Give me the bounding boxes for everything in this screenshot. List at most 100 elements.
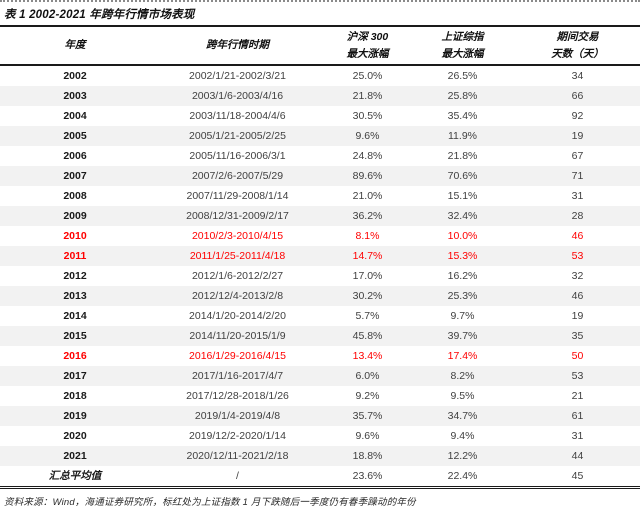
header-row: 年度 跨年行情时期 沪深 300 最大涨幅 上证综指 最大涨幅 期间交易 天数（…: [0, 27, 640, 66]
cell-szzz-gain: 32.4%: [447, 210, 478, 222]
cell-year: 2014: [63, 310, 87, 322]
cell-hs300-gain: 36.2%: [352, 210, 383, 222]
cell-period: 2003/1/6-2003/4/16: [191, 90, 284, 102]
cell-year: 2007: [63, 170, 87, 182]
cell-szzz-gain: 10.0%: [447, 230, 478, 242]
table-title: 表 1 2002-2021 年跨年行情市场表现: [4, 9, 195, 21]
cell-year: 2006: [63, 150, 87, 162]
cell-szzz-gain: 9.5%: [450, 390, 475, 402]
cell-period: 2011/1/25-2011/4/18: [189, 250, 286, 262]
cell-trading-days: 53: [571, 250, 584, 262]
cell-hs300-gain: 89.6%: [352, 170, 383, 182]
table-row: 2020 2019/12/2-2020/1/14 9.6% 9.4% 31: [0, 426, 640, 446]
cell-szzz-gain: 11.9%: [448, 130, 477, 142]
cell-hs300-gain: 5.7%: [355, 310, 380, 322]
cell-trading-days: 21: [571, 390, 584, 402]
cell-trading-days: 19: [571, 310, 584, 322]
cell-trading-days: 53: [571, 370, 584, 382]
table-row: 2018 2017/12/28-2018/1/26 9.2% 9.5% 21: [0, 386, 640, 406]
cell-trading-days: 50: [571, 350, 584, 362]
table-row: 2017 2017/1/16-2017/4/7 6.0% 8.2% 53: [0, 366, 640, 386]
header-hs300-line1: 沪深 300: [346, 30, 389, 43]
cell-hs300-gain: 23.6%: [352, 470, 383, 482]
header-period-label: 跨年行情时期: [206, 39, 269, 51]
table-row: 2019 2019/1/4-2019/4/8 35.7% 34.7% 61: [0, 406, 640, 426]
header-hs300: 沪深 300 最大涨幅: [325, 27, 410, 66]
cell-hs300-gain: 24.8%: [352, 150, 383, 162]
table-row: 2014 2014/1/20-2014/2/20 5.7% 9.7% 19: [0, 306, 640, 326]
cell-period: 2014/1/20-2014/2/20: [189, 310, 286, 322]
table-row: 2013 2012/12/4-2013/2/8 30.2% 25.3% 46: [0, 286, 640, 306]
cell-szzz-gain: 9.4%: [450, 430, 475, 442]
header-year-label: 年度: [64, 39, 86, 51]
cell-period: 2012/1/6-2012/2/27: [191, 270, 284, 282]
cell-year: 2011: [63, 250, 87, 262]
cell-period: 2012/12/4-2013/2/8: [191, 290, 284, 302]
cell-szzz-gain: 15.3%: [447, 250, 478, 262]
cell-hs300-gain: 9.2%: [355, 390, 380, 402]
cell-trading-days: 67: [571, 150, 584, 162]
cell-period: 2002/1/21-2002/3/21: [189, 70, 286, 82]
cell-trading-days: 19: [571, 130, 584, 142]
table-row: 2008 2007/11/29-2008/1/14 21.0% 15.1% 31: [0, 186, 640, 206]
cell-trading-days: 92: [571, 110, 584, 122]
table-row: 2009 2008/12/31-2009/2/17 36.2% 32.4% 28: [0, 206, 640, 226]
cell-szzz-gain: 22.4%: [447, 470, 478, 482]
cell-hs300-gain: 30.2%: [352, 290, 383, 302]
cell-hs300-gain: 14.7%: [352, 250, 383, 262]
cell-szzz-gain: 35.4%: [447, 110, 478, 122]
cell-period: 2005/11/16-2006/3/1: [189, 150, 286, 162]
cell-year: 2008: [63, 190, 87, 202]
table-row: 2021 2020/12/11-2021/2/18 18.8% 12.2% 44: [0, 446, 640, 466]
cell-szzz-gain: 12.2%: [447, 450, 478, 462]
cell-year: 2015: [63, 330, 87, 342]
cell-period: 2014/11/20-2015/1/9: [189, 330, 286, 342]
source-note: 资料来源：Wind，海通证券研究所，标红处为上证指数 1 月下跌随后一季度仍有春…: [4, 497, 416, 507]
cell-hs300-gain: 9.6%: [355, 430, 380, 442]
table-body: 2002 2002/1/21-2002/3/21 25.0% 26.5% 34 …: [0, 65, 640, 488]
cell-period: 2007/2/6-2007/5/29: [191, 170, 284, 182]
cell-hs300-gain: 25.0%: [352, 70, 383, 82]
cell-period: 2007/11/29-2008/1/14: [186, 190, 289, 202]
title-rule: [0, 25, 640, 27]
cell-hs300-gain: 8.1%: [355, 230, 380, 242]
cell-hs300-gain: 21.0%: [352, 190, 383, 202]
cell-period: 2017/12/28-2018/1/26: [186, 390, 289, 402]
cell-period: 2020/12/11-2021/2/18: [186, 450, 289, 462]
cell-szzz-gain: 9.7%: [450, 310, 475, 322]
cell-trading-days: 28: [571, 210, 584, 222]
cell-trading-days: 45: [571, 470, 584, 482]
table-row: 汇总平均值 / 23.6% 22.4% 45: [0, 466, 640, 488]
cell-year: 2010: [63, 230, 87, 242]
cell-szzz-gain: 15.1%: [447, 190, 478, 202]
cell-year: 汇总平均值: [48, 470, 102, 482]
cell-trading-days: 44: [571, 450, 584, 462]
cell-hs300-gain: 6.0%: [355, 370, 380, 382]
cell-period: 2010/2/3-2010/4/15: [191, 230, 284, 242]
cell-period: 2016/1/29-2016/4/15: [189, 350, 286, 362]
table-row: 2011 2011/1/25-2011/4/18 14.7% 15.3% 53: [0, 246, 640, 266]
cell-trading-days: 34: [571, 70, 584, 82]
cell-year: 2017: [63, 370, 87, 382]
header-days-line1: 期间交易: [556, 30, 599, 43]
cell-year: 2016: [63, 350, 87, 362]
cell-hs300-gain: 17.0%: [352, 270, 383, 282]
table-row: 2002 2002/1/21-2002/3/21 25.0% 26.5% 34: [0, 65, 640, 86]
cell-trading-days: 31: [571, 430, 584, 442]
cell-trading-days: 61: [571, 410, 584, 422]
cell-szzz-gain: 8.2%: [450, 370, 475, 382]
cell-period: 2017/1/16-2017/4/7: [191, 370, 284, 382]
cell-period: 2019/12/2-2020/1/14: [189, 430, 286, 442]
cell-year: 2018: [63, 390, 87, 402]
cell-year: 2021: [63, 450, 87, 462]
cell-hs300-gain: 35.7%: [352, 410, 383, 422]
cell-hs300-gain: 30.5%: [352, 110, 383, 122]
table-row: 2005 2005/1/21-2005/2/25 9.6% 11.9% 19: [0, 126, 640, 146]
table-header: 年度 跨年行情时期 沪深 300 最大涨幅 上证综指 最大涨幅 期间交易 天数（…: [0, 27, 640, 66]
cell-trading-days: 46: [571, 230, 584, 242]
cell-szzz-gain: 16.2%: [447, 270, 478, 282]
cell-trading-days: 32: [571, 270, 584, 282]
cell-szzz-gain: 34.7%: [447, 410, 478, 422]
header-szzz-line2: 最大涨幅: [441, 47, 484, 60]
